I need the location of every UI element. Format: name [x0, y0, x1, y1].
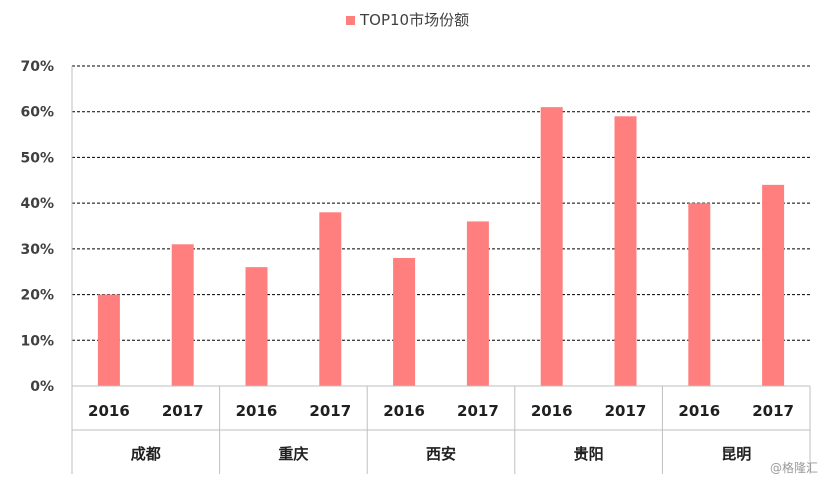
y-tick-label: 50%: [20, 150, 54, 166]
gridlines: [72, 65, 810, 341]
bar: [171, 244, 194, 386]
x-tick-label: 2017: [605, 402, 647, 420]
x-tick-label: 2016: [531, 402, 573, 420]
x-tick-label: 2017: [457, 402, 499, 420]
bar: [319, 212, 342, 386]
x-tick-label: 2016: [383, 402, 425, 420]
x-tick-label: 2017: [309, 402, 351, 420]
x-tick-label: 2017: [752, 402, 794, 420]
y-tick-label: 30%: [20, 242, 54, 258]
x-tick-label: 2016: [678, 402, 720, 420]
bar: [245, 267, 268, 386]
bar: [614, 116, 637, 387]
bar: [762, 184, 785, 386]
y-tick-label: 70%: [20, 59, 54, 75]
bar: [97, 294, 120, 386]
y-tick-label: 0%: [30, 379, 54, 395]
group-label: 昆明: [721, 445, 751, 463]
x-tick-label: 2017: [162, 402, 204, 420]
y-tick-label: 10%: [20, 333, 54, 349]
y-tick-label: 60%: [20, 105, 54, 121]
bar: [540, 107, 563, 387]
y-tick-label: 20%: [20, 288, 54, 304]
legend: TOP10市场份额: [346, 11, 469, 29]
axes: 0% 10% 20% 30% 40% 50% 60% 70% 2016 2017 2016 2017 2…: [20, 59, 811, 474]
bars: [97, 107, 785, 387]
group-label: 重庆: [278, 445, 308, 463]
group-label: 成都: [131, 445, 161, 463]
bar: [688, 203, 711, 386]
x-tick-label: 2016: [88, 402, 130, 420]
group-label: 贵阳: [574, 445, 604, 463]
x-tick-label: 2016: [236, 402, 278, 420]
group-label: 西安: [426, 445, 456, 463]
watermark-text: @格隆汇: [770, 460, 818, 475]
legend-label: TOP10市场份额: [359, 11, 469, 29]
bar: [393, 258, 416, 386]
legend-swatch: [346, 16, 355, 25]
y-tick-label: 40%: [20, 196, 54, 212]
bar: [466, 221, 489, 386]
